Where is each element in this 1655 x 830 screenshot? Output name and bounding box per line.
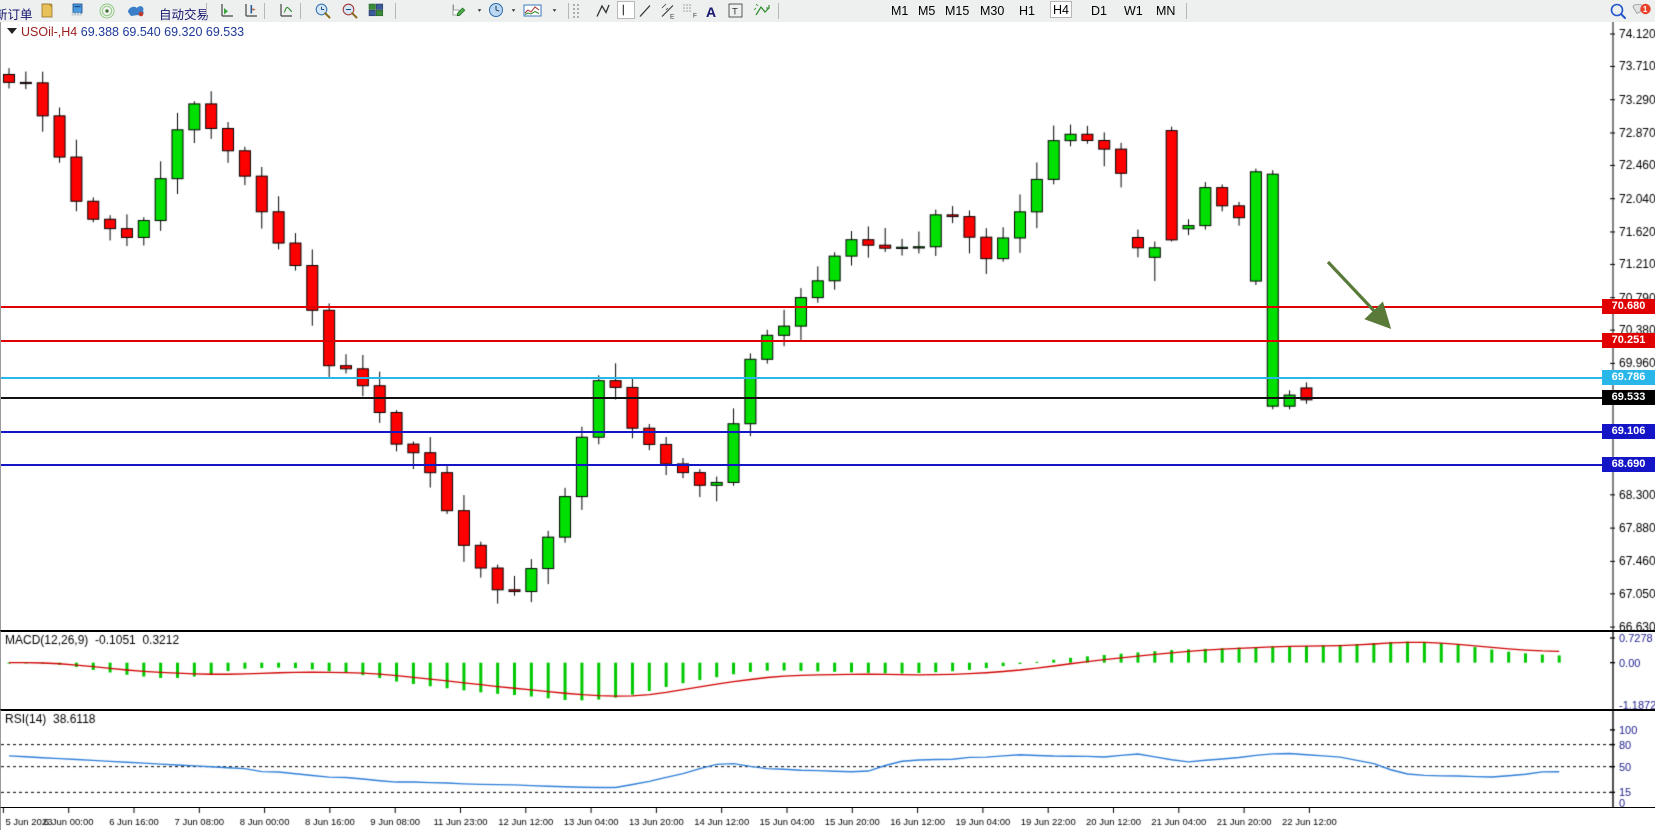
svg-text:1: 1 bbox=[1643, 5, 1648, 14]
svg-text:T: T bbox=[732, 7, 738, 18]
svg-text:F: F bbox=[693, 13, 697, 20]
svg-text:E: E bbox=[670, 14, 675, 21]
